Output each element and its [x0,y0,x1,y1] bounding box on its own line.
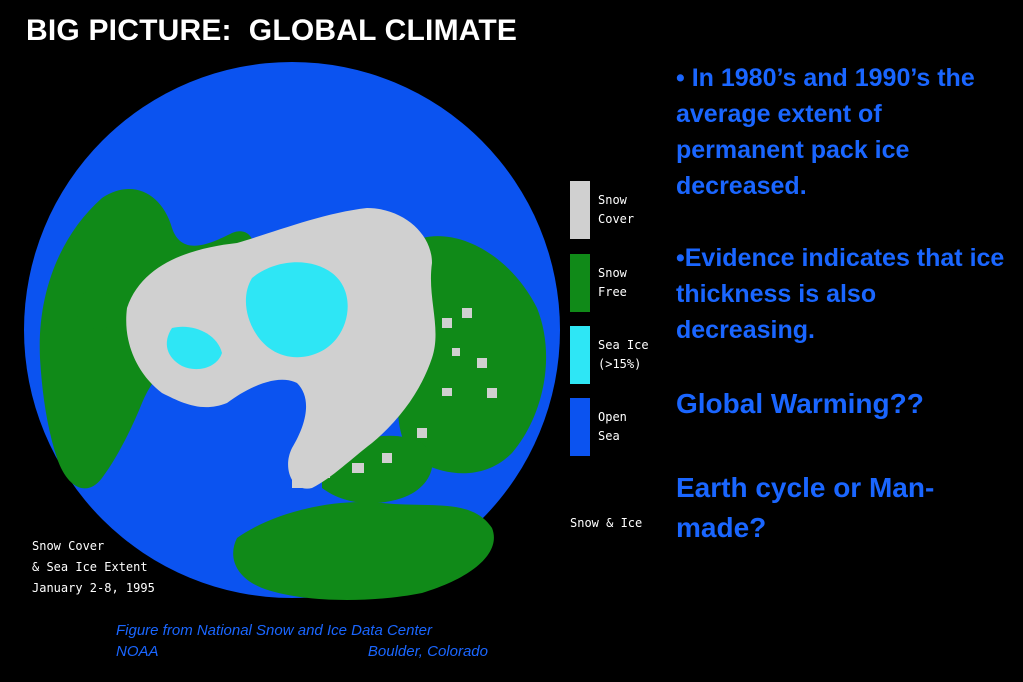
credit-line: Figure from National Snow and Ice Data C… [116,622,432,639]
sea-ice-arctic [245,262,348,358]
globe-map [22,58,562,603]
legend-swatch-snow-free [570,254,590,312]
eurasia-land [398,236,547,474]
legend-swatch-sea-ice [570,326,590,384]
sea-ice-hudson [166,326,222,370]
question-earth-cycle: Earth cycle or Man-made? [676,472,935,543]
legend-label: Cover [598,212,635,226]
figure-credit: Figure from National Snow and Ice Data C… [116,620,488,662]
question-global-warming: Global Warming?? [676,388,924,419]
legend-label: Snow [598,193,627,207]
snow-patches [132,288,497,488]
legend-label: Snow [598,266,627,280]
legend-footer: Snow & Ice [570,516,643,530]
legend-label: Open [598,410,627,424]
credit-location: Boulder, Colorado [367,643,488,660]
legend-swatch-open-sea [570,398,590,456]
legend-swatch-snow-cover [570,181,590,239]
bullet-ice-thickness: •Evidence indicates that ice thickness i… [676,244,1005,344]
slide-title: BIG PICTURE: GLOBAL CLIMATE [26,14,518,47]
legend-label: (>15%) [598,357,642,371]
legend-label: Sea [598,429,620,443]
map-caption: Snow Cover & Sea Ice Extent January 2-8,… [32,536,155,599]
legend-label: Free [598,285,627,299]
bullet-pack-ice: • In 1980’s and 1990’s the average exten… [676,64,975,200]
bullet-text-panel: • In 1980’s and 1990’s the average exten… [676,60,1006,548]
northern-hemisphere-snow-ice-map [24,62,560,600]
caption-line: Snow Cover [32,539,105,553]
caption-line: & Sea Ice Extent [32,560,148,574]
credit-org: NOAA [116,643,159,660]
greenland-edge-land [74,290,117,330]
legend-label: Sea Ice [598,338,649,352]
caption-date: January 2-8, 1995 [32,581,155,595]
africa-land [233,502,494,600]
